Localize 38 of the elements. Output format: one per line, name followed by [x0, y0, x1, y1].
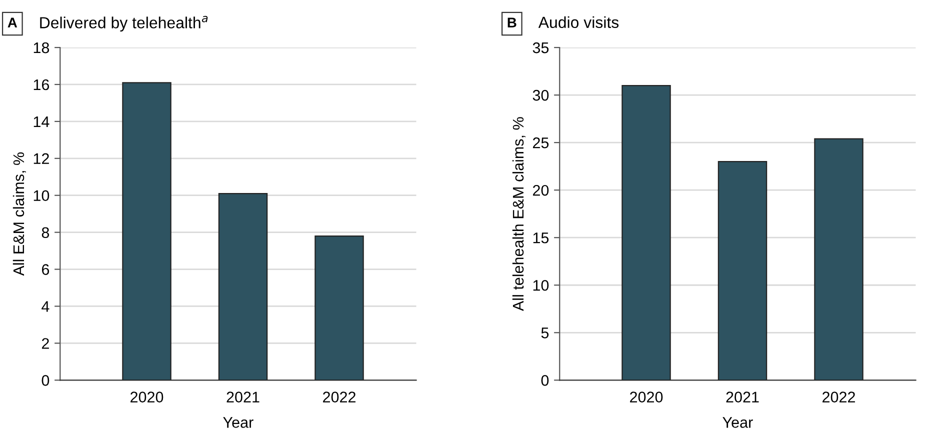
text: B: [508, 18, 516, 28]
y-axis-title: All E&M claims, %: [12, 152, 26, 276]
bar: [718, 161, 768, 380]
bar: [218, 192, 268, 380]
y-tick-label: 25: [532, 137, 549, 148]
chart-title: Audio visits: [538, 16, 619, 28]
x-tick-label: 2020: [130, 392, 164, 402]
x-tick-label: 2022: [323, 392, 356, 402]
y-tick-label: 16: [34, 79, 50, 90]
y-axis-title: All telehealth E&M claims, %: [512, 117, 526, 312]
y-tick-label: 10: [34, 190, 50, 202]
y-tick-label: 12: [34, 153, 49, 164]
text: A: [8, 18, 18, 28]
y-tick-label: 0: [541, 375, 549, 386]
y-tick-label: 2: [42, 338, 49, 349]
y-tick-label: 8: [42, 227, 50, 238]
chart-title: Delivered by telehealth$^{a}$: [40, 16, 208, 32]
x-axis-title: Year: [722, 417, 753, 428]
x-tick-label: 2022: [822, 392, 855, 402]
bar: [122, 82, 172, 380]
x-tick-label: 2021: [726, 392, 759, 402]
x-tick-label: 2020: [630, 392, 663, 402]
y-tick-label: 18: [34, 42, 50, 54]
y-tick-label: 4: [42, 301, 50, 312]
x-tick-label: 2021: [226, 392, 260, 402]
y-tick-label: 14: [34, 116, 50, 127]
y-tick-label: 10: [533, 280, 549, 291]
y-tick-label: 15: [533, 232, 549, 244]
y-tick-label: 20: [532, 184, 549, 196]
x-axis-title: Year: [223, 417, 254, 428]
bar: [314, 235, 364, 380]
y-tick-label: 35: [532, 42, 549, 54]
y-tick-label: 30: [532, 90, 549, 101]
bar: [814, 138, 864, 380]
bar: [622, 84, 671, 380]
y-tick-label: 0: [42, 375, 50, 386]
y-tick-label: 5: [541, 328, 549, 338]
y-tick-label: 6: [42, 264, 50, 275]
